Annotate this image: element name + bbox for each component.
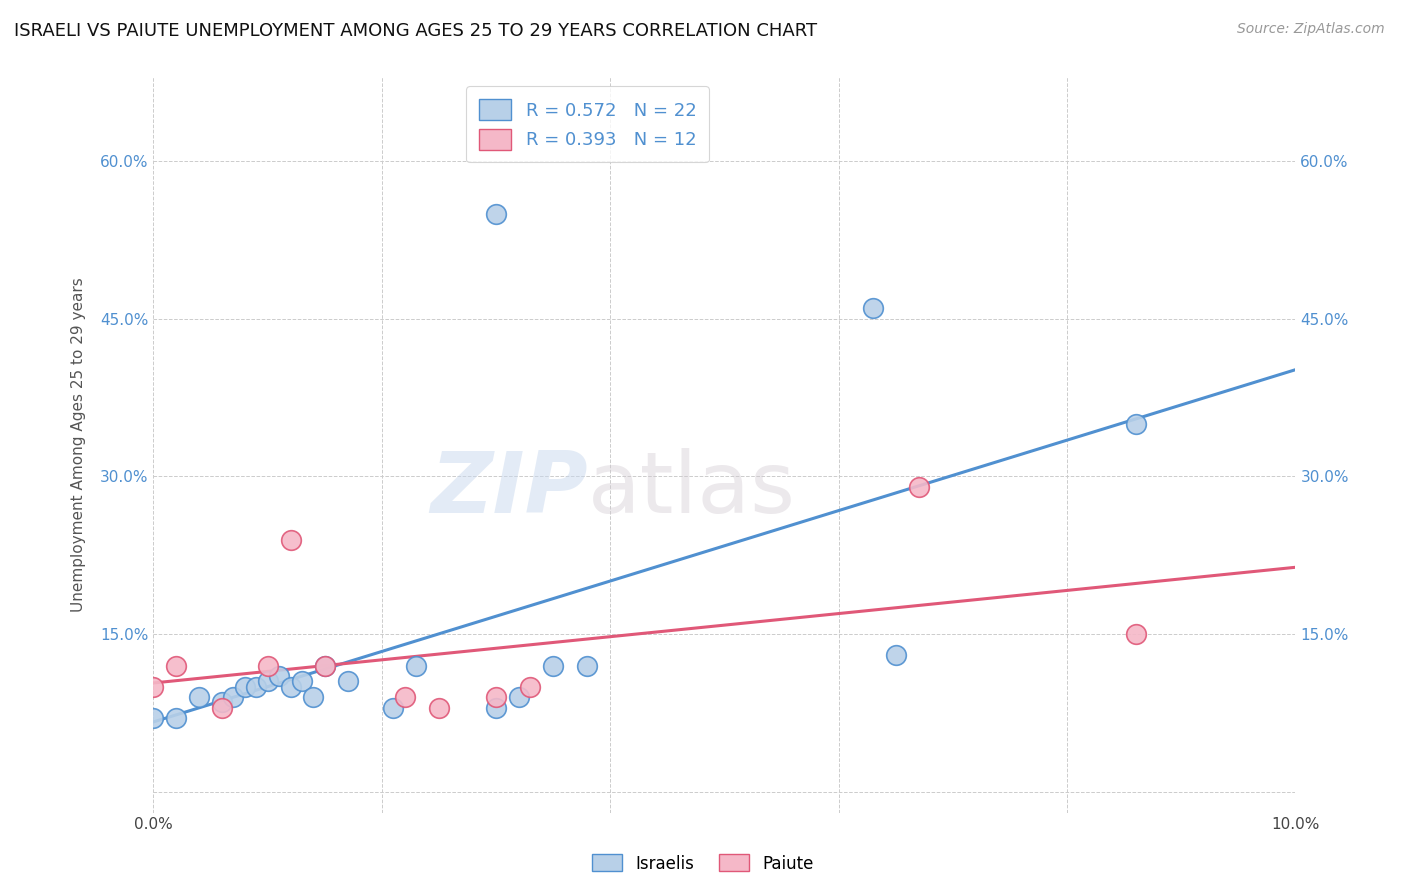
Point [269, 669, 291, 683]
Point [541, 658, 564, 673]
Point [862, 301, 884, 316]
Point [1125, 417, 1147, 431]
Point [336, 674, 359, 689]
Point [256, 658, 278, 673]
Point [314, 658, 336, 673]
Text: atlas: atlas [588, 448, 796, 531]
Point [405, 658, 427, 673]
Point [165, 711, 187, 725]
Point [485, 700, 508, 714]
Legend: R = 0.572   N = 22, R = 0.393   N = 12: R = 0.572 N = 22, R = 0.393 N = 12 [465, 87, 709, 162]
Point [485, 690, 508, 704]
Y-axis label: Unemployment Among Ages 25 to 29 years: Unemployment Among Ages 25 to 29 years [72, 277, 86, 613]
Legend: Israelis, Paiute: Israelis, Paiute [585, 847, 821, 880]
Point [382, 700, 405, 714]
Point [314, 658, 336, 673]
Point [245, 680, 267, 694]
Point [142, 711, 165, 725]
Point [211, 700, 233, 714]
Point [280, 533, 302, 547]
Point [222, 690, 245, 704]
Point [142, 680, 165, 694]
Point [519, 680, 541, 694]
Text: ZIP: ZIP [430, 448, 588, 531]
Point [884, 648, 907, 662]
Point [394, 690, 416, 704]
Point [427, 700, 450, 714]
Point [907, 480, 929, 494]
Point [233, 680, 256, 694]
Point [211, 695, 233, 709]
Point [576, 658, 599, 673]
Point [280, 680, 302, 694]
Point [302, 690, 325, 704]
Point [1125, 627, 1147, 641]
Point [291, 674, 314, 689]
Point [188, 690, 211, 704]
Point [508, 690, 530, 704]
Point [485, 207, 508, 221]
Point [165, 658, 187, 673]
Text: Source: ZipAtlas.com: Source: ZipAtlas.com [1237, 22, 1385, 37]
Text: ISRAELI VS PAIUTE UNEMPLOYMENT AMONG AGES 25 TO 29 YEARS CORRELATION CHART: ISRAELI VS PAIUTE UNEMPLOYMENT AMONG AGE… [14, 22, 817, 40]
Point [256, 674, 278, 689]
